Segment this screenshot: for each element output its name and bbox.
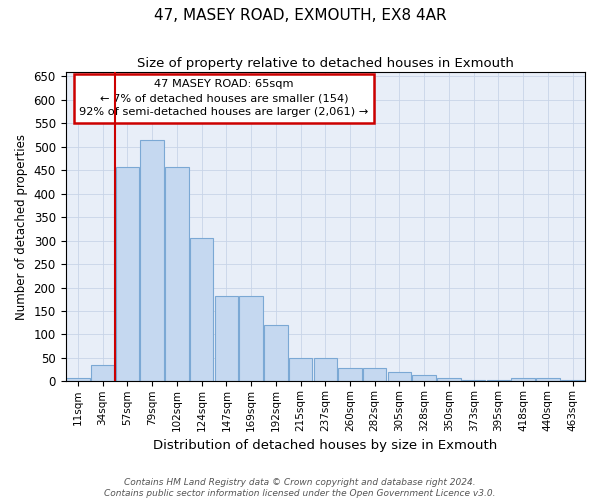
Bar bbox=[215, 296, 238, 382]
Bar bbox=[314, 358, 337, 382]
Bar bbox=[66, 378, 89, 382]
Bar bbox=[363, 368, 386, 382]
Bar bbox=[388, 372, 411, 382]
Bar bbox=[511, 378, 535, 382]
Bar bbox=[412, 376, 436, 382]
X-axis label: Distribution of detached houses by size in Exmouth: Distribution of detached houses by size … bbox=[153, 440, 497, 452]
Bar bbox=[264, 325, 287, 382]
Bar bbox=[487, 380, 510, 382]
Bar bbox=[116, 167, 139, 382]
Title: Size of property relative to detached houses in Exmouth: Size of property relative to detached ho… bbox=[137, 58, 514, 70]
Bar bbox=[190, 238, 214, 382]
Bar bbox=[91, 365, 115, 382]
Text: 47 MASEY ROAD: 65sqm
← 7% of detached houses are smaller (154)
92% of semi-detac: 47 MASEY ROAD: 65sqm ← 7% of detached ho… bbox=[79, 80, 368, 118]
Text: 47, MASEY ROAD, EXMOUTH, EX8 4AR: 47, MASEY ROAD, EXMOUTH, EX8 4AR bbox=[154, 8, 446, 22]
Y-axis label: Number of detached properties: Number of detached properties bbox=[15, 134, 28, 320]
Text: Contains HM Land Registry data © Crown copyright and database right 2024.
Contai: Contains HM Land Registry data © Crown c… bbox=[104, 478, 496, 498]
Bar bbox=[239, 296, 263, 382]
Bar bbox=[338, 368, 362, 382]
Bar bbox=[437, 378, 461, 382]
Bar bbox=[289, 358, 312, 382]
Bar bbox=[536, 378, 560, 382]
Bar bbox=[462, 380, 485, 382]
Bar bbox=[561, 380, 584, 382]
Bar bbox=[165, 167, 188, 382]
Bar bbox=[140, 140, 164, 382]
